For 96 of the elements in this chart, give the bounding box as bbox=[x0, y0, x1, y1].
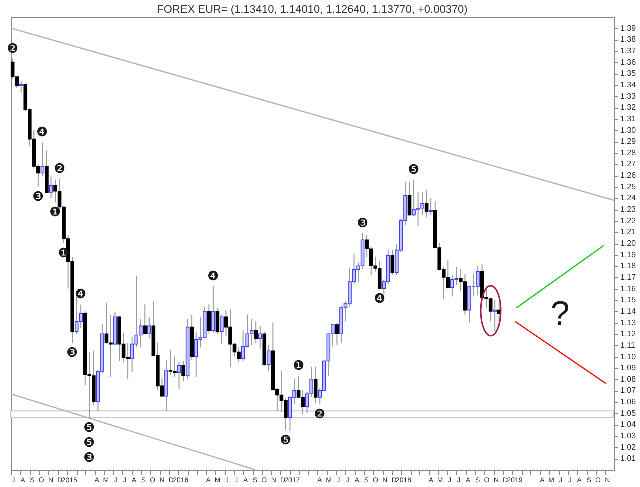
annotation: ❷ bbox=[54, 160, 66, 176]
candlestick bbox=[49, 176, 54, 199]
annotation: ❶ bbox=[292, 358, 305, 374]
candlestick bbox=[19, 81, 24, 94]
candlestick bbox=[130, 337, 134, 374]
candlestick bbox=[412, 180, 416, 217]
y-tick-label: 1.14 bbox=[620, 306, 637, 316]
candlestick bbox=[254, 321, 258, 344]
y-tick-label: 1.10 bbox=[620, 352, 637, 362]
annotation: ❸ bbox=[356, 215, 369, 230]
annotation: ❸ bbox=[84, 450, 96, 465]
y-tick-label: 1.33 bbox=[620, 92, 637, 101]
candlestick bbox=[390, 250, 395, 276]
y-tick-label: 1.03 bbox=[620, 432, 637, 441]
annotation: ❹ bbox=[374, 290, 386, 306]
candlestick bbox=[138, 318, 143, 348]
y-tick-label: 1.16 bbox=[620, 284, 637, 294]
candlestick bbox=[228, 308, 232, 368]
annotation: ? bbox=[550, 294, 570, 333]
candlestick bbox=[258, 326, 262, 350]
y-tick-label: 1.28 bbox=[620, 148, 637, 158]
annotation: ❷ bbox=[6, 40, 19, 56]
y-tick-label: 1.30 bbox=[620, 126, 637, 135]
y-tick-label: 1.22 bbox=[620, 216, 637, 226]
y-tick-label: 1.19 bbox=[620, 250, 637, 260]
candlestick bbox=[446, 260, 450, 290]
annotation: ❸ bbox=[66, 345, 79, 360]
y-tick-label: 1.38 bbox=[620, 35, 637, 44]
y-tick-label: 1.39 bbox=[620, 24, 637, 33]
annotation: ❺ bbox=[84, 420, 96, 435]
candlestick bbox=[416, 192, 420, 228]
candlestick bbox=[408, 182, 412, 217]
y-tick-label: 1.11 bbox=[620, 340, 636, 350]
y-tick-label: 1.18 bbox=[620, 262, 637, 271]
candlestick bbox=[335, 322, 340, 346]
y-tick-label: 1.17 bbox=[620, 272, 637, 282]
candlestick bbox=[212, 286, 216, 334]
y-tick-label: 1.35 bbox=[620, 69, 637, 78]
y-tick-label: 1.25 bbox=[620, 182, 637, 192]
candlestick bbox=[177, 362, 182, 390]
candlestick bbox=[454, 266, 459, 286]
candlestick bbox=[468, 286, 472, 324]
candlestick bbox=[237, 347, 241, 363]
annotation: ❺ bbox=[280, 432, 292, 448]
candlestick bbox=[143, 304, 148, 335]
y-tick-label: 1.02 bbox=[620, 442, 637, 452]
y-tick-label: 1.13 bbox=[620, 318, 637, 328]
y-tick-label: 1.20 bbox=[620, 239, 637, 248]
y-tick-label: 1.29 bbox=[620, 137, 637, 146]
candlestick bbox=[424, 190, 429, 218]
candlestick bbox=[267, 344, 271, 372]
annotation: ❺ bbox=[408, 162, 420, 178]
annotation: ❹ bbox=[36, 124, 49, 140]
candlestick bbox=[493, 300, 498, 332]
y-tick-label: 1.32 bbox=[620, 103, 637, 112]
y-tick-label: 1.04 bbox=[620, 420, 637, 430]
y-tick-label: 1.26 bbox=[620, 171, 637, 180]
y-tick-label: 1.15 bbox=[620, 296, 637, 305]
candlestick bbox=[250, 318, 254, 346]
candlestick bbox=[173, 356, 177, 378]
chart-title: FOREX EUR= (1.13410, 1.14010, 1.12640, 1.13770, +0.00370) bbox=[157, 4, 468, 16]
annotation: ❺ bbox=[84, 434, 96, 450]
candlestick bbox=[241, 330, 246, 362]
y-tick-label: 1.31 bbox=[620, 114, 637, 124]
annotation: ❹ bbox=[207, 268, 220, 284]
y-tick-label: 1.05 bbox=[620, 408, 637, 418]
y-tick-label: 1.21 bbox=[620, 228, 637, 237]
y-tick-label: 1.37 bbox=[620, 46, 637, 56]
y-tick-label: 1.07 bbox=[620, 386, 637, 396]
candlestick bbox=[284, 398, 288, 431]
y-tick-label: 1.34 bbox=[620, 80, 637, 90]
candlestick bbox=[148, 316, 152, 340]
y-tick-label: 1.36 bbox=[620, 58, 637, 67]
y-tick-label: 1.01 bbox=[620, 454, 637, 464]
candlestick bbox=[476, 266, 480, 296]
y-tick-label: 1.24 bbox=[620, 194, 637, 203]
y-tick-label: 1.09 bbox=[620, 364, 637, 373]
annotation: ❷ bbox=[314, 406, 326, 422]
candlestick bbox=[488, 297, 493, 322]
annotation: ❶ bbox=[50, 204, 62, 220]
y-tick-label: 1.08 bbox=[620, 374, 637, 384]
candlestick bbox=[207, 304, 212, 334]
candlestick bbox=[314, 366, 318, 404]
candlestick bbox=[348, 268, 352, 308]
candlestick bbox=[168, 349, 173, 376]
candlestick bbox=[104, 303, 109, 345]
candlestick bbox=[54, 180, 58, 204]
y-tick-label: 1.12 bbox=[620, 330, 637, 339]
y-tick-label: 1.27 bbox=[620, 160, 637, 169]
annotation: ❹ bbox=[75, 286, 88, 302]
annotation: ❸ bbox=[32, 188, 44, 204]
candlestick bbox=[40, 142, 45, 178]
y-tick-label: 1.23 bbox=[620, 205, 637, 214]
y-tick-label: 1.06 bbox=[620, 398, 637, 407]
candlestick bbox=[216, 308, 220, 335]
candlestick bbox=[220, 314, 224, 345]
